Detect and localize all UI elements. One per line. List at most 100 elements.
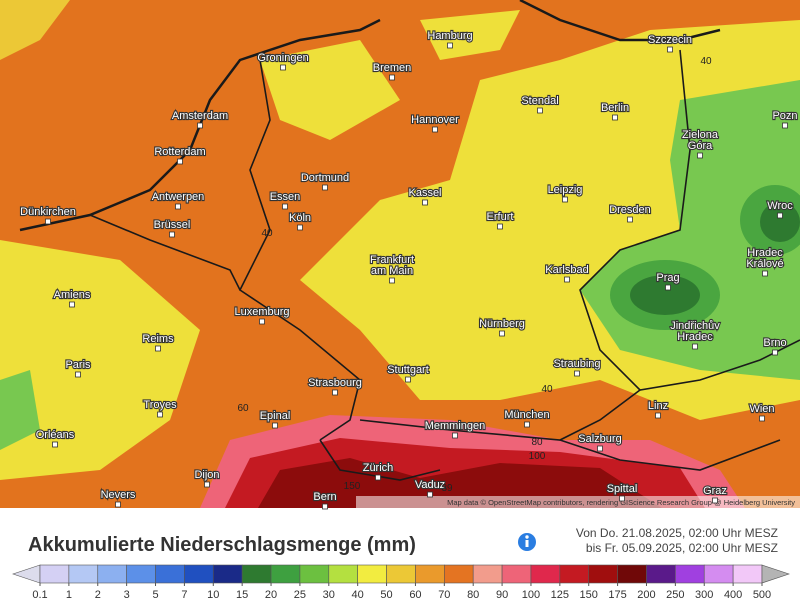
city: Paris [64, 358, 92, 378]
legend-tick-label: 125 [551, 589, 569, 601]
city-label: Nevers [101, 489, 136, 501]
legend-tick-label: 30 [323, 589, 335, 601]
city-marker [497, 223, 503, 230]
legend-swatch [357, 564, 387, 584]
legend-tick-label: 175 [608, 589, 626, 601]
legend-tick-label: 2 [95, 589, 101, 601]
city-label: Bremen [373, 62, 412, 74]
legend-swatch [530, 564, 561, 584]
legend-tick-label: 150 [580, 589, 598, 601]
city-marker [375, 474, 381, 481]
city: Salzburg [577, 432, 623, 452]
city-marker [759, 415, 765, 422]
city-label: Králové [746, 258, 783, 270]
legend-swatch [328, 564, 358, 584]
city: Berlin [600, 101, 630, 121]
legend-arrow [761, 564, 790, 584]
cities: Hamburg Szczecin Groningen Bremen Amsterdam H… [19, 29, 799, 510]
city-marker [259, 318, 265, 325]
city-label: Amiens [54, 289, 91, 301]
city-label: Wroc [767, 200, 793, 212]
city: Strasbourg [307, 376, 363, 396]
city-label: Frankfurt [370, 254, 414, 266]
legend-swatch [472, 564, 503, 584]
borders [19, 0, 800, 481]
city-marker [322, 503, 328, 510]
city-marker [175, 203, 181, 210]
legend-swatch [184, 564, 214, 584]
city-marker [447, 42, 453, 49]
city-marker [280, 64, 286, 71]
legend-tick-label: 20 [265, 589, 277, 601]
legend-tick-label: 300 [695, 589, 713, 601]
legend-swatch [241, 564, 272, 584]
city-marker [562, 196, 568, 203]
city-marker [692, 343, 698, 350]
city: Dresden [608, 203, 652, 223]
city-marker [272, 422, 278, 429]
city-marker [405, 376, 411, 383]
contour-label: 80 [531, 437, 543, 448]
city: Szczecin [647, 33, 693, 53]
city-label: Brüssel [154, 219, 191, 231]
city: Hannover [410, 113, 460, 133]
city-marker [45, 218, 51, 225]
city-label: Nürnberg [479, 318, 525, 330]
city: Pozn [771, 109, 799, 129]
city-label: Troyes [143, 399, 177, 411]
city-marker [75, 371, 81, 378]
city-marker [169, 231, 175, 238]
contour-label: 60 [237, 403, 249, 414]
city-marker [52, 441, 58, 448]
legend-tick-label: 100 [522, 589, 540, 601]
legend-tick-label: 7 [181, 589, 187, 601]
attribution: Map data © OpenStreetMap contributors, r… [447, 498, 795, 507]
city: Memmingen [424, 419, 486, 439]
city-marker [155, 345, 161, 352]
contour-label: 39 [441, 483, 453, 494]
city-marker [612, 114, 618, 121]
city-label: Paris [65, 359, 91, 371]
attribution-bg [356, 496, 800, 508]
legend-swatch [212, 564, 243, 584]
city: Essen [269, 190, 301, 210]
city-marker [762, 270, 768, 277]
city-label: Luxemburg [234, 306, 289, 318]
info-icon[interactable] [518, 533, 536, 551]
legend-tick-label: 500 [753, 589, 771, 601]
city-label: Stendal [521, 95, 558, 107]
legend-tick-label: 25 [294, 589, 306, 601]
city-label: Hannover [411, 114, 459, 126]
legend-swatch [97, 564, 127, 584]
city-label: Vaduz [415, 479, 445, 491]
city-marker [619, 495, 625, 502]
city-label: Spittal [607, 483, 638, 495]
contour-label: 150 [344, 481, 361, 492]
city: Prag [655, 271, 681, 291]
contour-label: 40 [700, 56, 712, 67]
city: Köln [288, 211, 312, 231]
legend-swatch [703, 564, 734, 584]
city-label: Köln [289, 212, 311, 224]
legend-swatch [126, 564, 156, 584]
city-label: Szczecin [648, 34, 692, 46]
city: Brüssel [153, 218, 191, 238]
city-marker [777, 212, 783, 219]
legend-swatch [155, 564, 185, 584]
city-marker [177, 158, 183, 165]
city-label: Prag [656, 272, 679, 284]
city: Dünkirchen [19, 205, 77, 225]
city: Reims [141, 332, 175, 352]
city-label: Memmingen [425, 420, 486, 432]
legend-tick-label: 70 [438, 589, 450, 601]
city: Amiens [53, 288, 92, 308]
region [760, 202, 800, 242]
city-marker [574, 370, 580, 377]
city: Erfurt [485, 210, 515, 230]
legend-swatch [270, 564, 301, 584]
city: Dijon [193, 468, 221, 488]
city: München [503, 408, 551, 428]
city-marker [782, 122, 788, 129]
